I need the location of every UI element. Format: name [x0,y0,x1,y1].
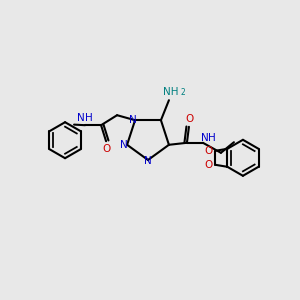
Text: H: H [85,113,93,123]
Text: N: N [144,156,152,166]
Text: NH: NH [163,87,179,97]
Text: 2: 2 [181,88,185,97]
Text: N: N [77,113,85,123]
Text: N: N [201,133,209,143]
Text: O: O [204,146,212,156]
Text: N: N [120,140,128,150]
Text: N: N [129,115,137,125]
Text: O: O [186,114,194,124]
Text: O: O [204,160,212,170]
Text: H: H [208,133,216,143]
Text: O: O [102,144,110,154]
